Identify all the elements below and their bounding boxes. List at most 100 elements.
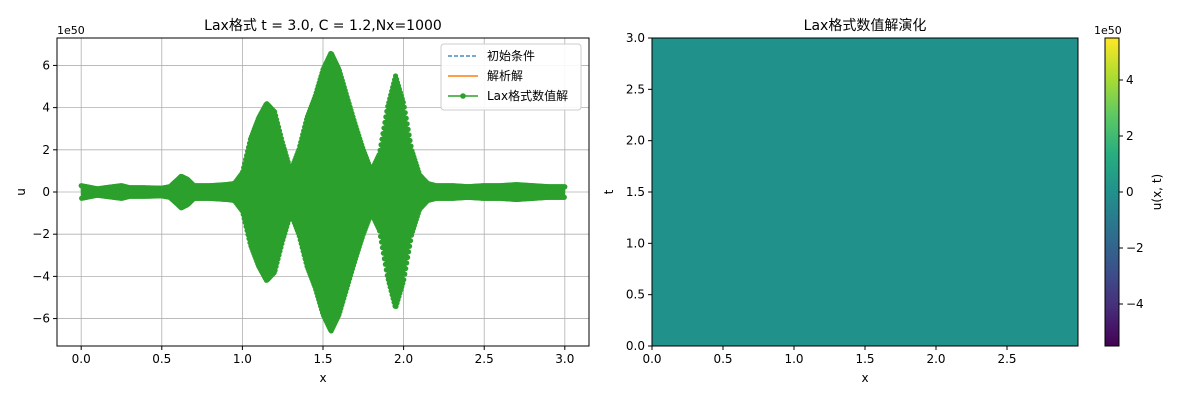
line-chart-y-label: u <box>14 188 28 196</box>
y-tick-label: 1.0 <box>626 236 645 250</box>
line-chart-y-ticks: −6 −4 −2 0 2 4 6 <box>32 58 57 326</box>
y-tick-label: −6 <box>32 312 50 326</box>
line-chart-legend: 初始条件 解析解 Lax格式数值解 <box>440 43 582 111</box>
colorbar-tick-label: −4 <box>1126 297 1144 311</box>
numeric-solution-point <box>379 245 386 251</box>
y-tick-label: 0.0 <box>626 339 645 353</box>
x-tick-label: 2.0 <box>926 352 945 366</box>
numeric-solution-point <box>561 194 567 200</box>
numeric-solution-point <box>402 271 408 277</box>
y-tick-label: −2 <box>32 227 50 241</box>
x-tick-label: 1.5 <box>855 352 874 366</box>
numeric-solution-point <box>376 152 382 158</box>
line-chart-title: Lax格式 t = 3.0, C = 1.2,Nx=1000 <box>204 18 442 34</box>
numeric-solution-point <box>382 261 388 267</box>
colorbar: −4 −2 0 2 4 1e50 u(x, t) <box>1094 24 1164 347</box>
numeric-solution-point <box>401 104 407 110</box>
numeric-solution-point <box>245 144 252 150</box>
heatmap-surface <box>652 38 1078 346</box>
x-tick-label: 1.0 <box>233 352 252 366</box>
x-tick-label: 0.0 <box>642 352 661 366</box>
numeric-solution-point <box>403 115 409 121</box>
legend-label-numeric: Lax格式数值解 <box>487 88 568 103</box>
heatmap-x-ticks: 0.0 0.5 1.0 1.5 2.0 2.5 <box>642 346 1017 366</box>
colorbar-tick-label: −2 <box>1126 241 1144 255</box>
line-chart-x-label: x <box>319 371 326 385</box>
x-tick-label: 2.5 <box>475 352 494 366</box>
numeric-solution-point <box>379 136 385 142</box>
numeric-solution-point <box>562 184 568 190</box>
numeric-solution-point <box>404 121 410 127</box>
numeric-solution-point <box>406 243 413 249</box>
numeric-solution-point <box>378 142 384 148</box>
heatmap-y-ticks: 0.0 0.5 1.0 1.5 2.0 2.5 3.0 <box>626 31 652 353</box>
x-tick-label: 2.0 <box>394 352 413 366</box>
y-tick-label: 2.5 <box>626 82 645 96</box>
numeric-solution-point <box>408 143 414 149</box>
numeric-solution-point <box>243 223 249 230</box>
line-chart-offset-text: 1e50 <box>57 24 85 37</box>
legend-box <box>440 43 582 111</box>
numeric-solution-point <box>382 119 388 126</box>
y-tick-label: 6 <box>42 58 50 72</box>
heatmap-y-label: t <box>602 189 616 194</box>
numeric-solution-point <box>240 169 246 175</box>
numeric-solution-point <box>376 228 383 234</box>
numeric-solution-point <box>383 114 389 120</box>
y-tick-label: 3.0 <box>626 31 645 45</box>
numeric-solution-point <box>384 108 390 114</box>
numeric-solution-point <box>405 126 411 132</box>
y-tick-label: 4 <box>42 101 50 115</box>
colorbar-ticks: −4 −2 0 2 4 <box>1119 73 1144 311</box>
numeric-solution-point <box>244 148 251 155</box>
numeric-solution-point <box>406 249 412 255</box>
y-tick-label: 0.5 <box>626 288 645 302</box>
numeric-solution-point <box>404 260 410 266</box>
colorbar-label: u(x, t) <box>1150 174 1164 210</box>
numeric-solution-point <box>400 99 406 105</box>
heatmap-chart: 0.0 0.5 1.0 1.5 2.0 2.5 0.0 0.5 1.0 1.5 2.0 2.5 3.0… <box>602 18 1164 385</box>
numeric-solution-point <box>381 125 387 131</box>
numeric-solution-point <box>383 267 389 273</box>
numeric-solution-point <box>377 147 383 153</box>
x-tick-label: 1.5 <box>313 352 332 366</box>
numeric-solution-point <box>384 272 390 279</box>
numeric-solution-point <box>380 131 386 137</box>
colorbar-gradient <box>1104 37 1120 347</box>
numeric-solution-point <box>406 132 412 138</box>
y-tick-label: 0 <box>42 185 50 199</box>
heatmap-x-label: x <box>861 371 868 385</box>
legend-marker-numeric <box>460 93 466 99</box>
numeric-solution-point <box>380 250 387 256</box>
numeric-solution-point <box>405 254 411 260</box>
numeric-solution-point <box>407 238 414 244</box>
line-chart-x-ticks: 0.0 0.5 1.0 1.5 2.0 2.5 3.0 <box>72 346 574 366</box>
numeric-solution-point <box>246 140 253 146</box>
x-tick-label: 2.5 <box>997 352 1016 366</box>
numeric-solution-point <box>401 277 407 283</box>
colorbar-tick-label: 2 <box>1126 129 1134 143</box>
y-tick-label: 1.5 <box>626 185 645 199</box>
x-tick-label: 0.5 <box>152 352 171 366</box>
x-tick-label: 3.0 <box>555 352 574 366</box>
heatmap-title: Lax格式数值解演化 <box>804 18 927 34</box>
numeric-solution-point <box>243 156 249 163</box>
y-tick-label: 2.0 <box>626 134 645 148</box>
numeric-solution-point <box>403 265 409 272</box>
legend-label-initial: 初始条件 <box>487 49 535 63</box>
numeric-solution-point <box>378 239 385 245</box>
x-tick-label: 0.5 <box>713 352 732 366</box>
colorbar-offset-text: 1e50 <box>1094 24 1122 37</box>
x-tick-label: 0.0 <box>72 352 91 366</box>
y-tick-label: 2 <box>42 143 50 157</box>
y-tick-label: −4 <box>32 269 50 283</box>
numeric-solution-point <box>240 211 246 217</box>
numeric-solution-point <box>242 219 248 226</box>
numeric-solution-point <box>402 110 408 116</box>
numeric-solution-point <box>245 232 251 238</box>
line-chart: 0.0 0.5 1.0 1.5 2.0 2.5 3.0 −6 −4 −2 0 2 4 6 Lax格式 t… <box>14 18 590 385</box>
numeric-solution-point <box>246 236 252 242</box>
numeric-solution-point <box>377 233 384 240</box>
line-chart-data <box>78 50 568 334</box>
colorbar-tick-label: 0 <box>1126 185 1134 199</box>
